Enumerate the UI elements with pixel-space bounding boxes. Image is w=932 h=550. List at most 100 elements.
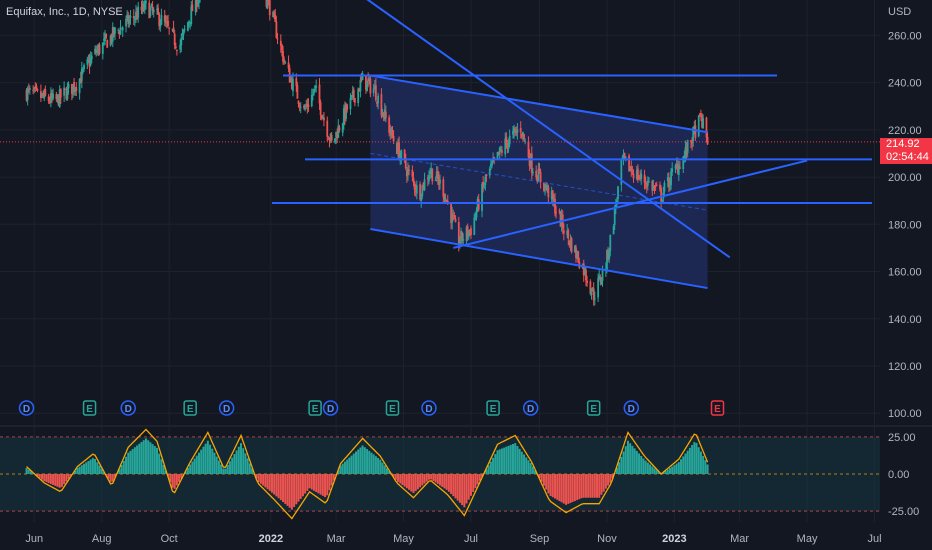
candle-body xyxy=(350,94,353,98)
candle-body xyxy=(429,172,431,175)
earnings-marker[interactable] xyxy=(183,400,197,416)
candle-body xyxy=(631,171,634,173)
candle-body xyxy=(357,88,360,104)
dividend-marker-label: D xyxy=(223,404,230,415)
candle-body xyxy=(648,181,650,183)
candle-body xyxy=(397,143,399,153)
dividend-marker-label: D xyxy=(527,404,534,415)
candle-body xyxy=(284,61,287,63)
dividend-marker[interactable] xyxy=(322,400,339,416)
candle-body xyxy=(89,57,92,66)
candle-body xyxy=(344,106,346,120)
candle-body xyxy=(652,185,655,190)
trendline[interactable] xyxy=(370,152,708,211)
candle-body xyxy=(493,157,496,160)
candle-body xyxy=(289,78,292,82)
earnings-marker-label: E xyxy=(714,404,721,415)
earnings-marker[interactable] xyxy=(586,400,601,416)
candle-body xyxy=(175,50,178,52)
candle-body xyxy=(64,88,67,90)
candle-body xyxy=(321,117,324,120)
candle-body xyxy=(295,78,298,86)
dividend-marker[interactable] xyxy=(218,400,235,416)
candle-body xyxy=(445,199,448,202)
candle-body xyxy=(328,138,331,141)
candle-body xyxy=(452,214,455,217)
earnings-marker[interactable] xyxy=(385,400,400,416)
earnings-marker[interactable] xyxy=(486,400,500,416)
time-tick-label: Oct xyxy=(161,533,178,545)
candle-body xyxy=(516,129,519,133)
candle-body xyxy=(181,33,184,36)
dividend-marker[interactable] xyxy=(522,400,539,416)
candle-body xyxy=(32,90,35,92)
candle-body xyxy=(52,93,54,99)
candle-body xyxy=(179,44,182,50)
candle-body xyxy=(117,29,120,31)
time-axis[interactable]: Jun Aug Oct 2022 Mar May Jul Sep Nov 2023 Mar May Ju… xyxy=(25,533,881,545)
candle-body xyxy=(575,247,577,258)
candle-body xyxy=(94,48,96,54)
candle-body xyxy=(191,4,194,12)
candle-body xyxy=(413,181,416,190)
candle-body xyxy=(408,169,410,171)
candle-body xyxy=(44,89,47,96)
earnings-marker[interactable] xyxy=(308,400,322,416)
candle-body xyxy=(491,162,493,166)
candle-body xyxy=(353,97,356,103)
candle-body xyxy=(279,40,282,46)
candle-body xyxy=(35,86,38,89)
dividend-marker[interactable] xyxy=(421,400,437,416)
trendline[interactable] xyxy=(370,228,708,290)
time-tick-label: 2023 xyxy=(662,533,686,545)
candle-body xyxy=(272,11,274,18)
candle-body xyxy=(621,157,624,159)
candle-body xyxy=(482,181,485,187)
candle-body xyxy=(106,40,109,48)
candle-body xyxy=(338,127,341,131)
price-axis[interactable]: 260.00 240.00 220.00 200.00 180.00 160.00 140.… xyxy=(888,6,922,420)
earnings-marker[interactable] xyxy=(82,400,97,416)
trendline[interactable] xyxy=(370,74,708,134)
dividend-marker[interactable] xyxy=(18,400,35,416)
candle-body xyxy=(140,6,143,11)
candle-body xyxy=(442,179,445,197)
symbol-title: Equifax, Inc., 1D, NYSE xyxy=(6,6,123,18)
candle-body xyxy=(358,88,361,92)
candle-body xyxy=(586,280,588,283)
candle-body xyxy=(403,149,406,160)
candle-body xyxy=(359,79,362,92)
trendline[interactable] xyxy=(453,159,808,249)
candle-body xyxy=(157,7,159,15)
candle-body xyxy=(160,15,163,25)
candle-body xyxy=(266,0,269,9)
candle-body xyxy=(318,84,321,104)
candle-body xyxy=(305,105,308,107)
candle-body xyxy=(543,182,545,191)
earnings-marker-label: E xyxy=(312,404,319,415)
candle-body xyxy=(552,199,555,201)
dividend-marker-label: D xyxy=(125,404,132,415)
candle-body xyxy=(304,108,307,110)
dividend-marker[interactable] xyxy=(120,400,136,416)
candle-body xyxy=(609,234,612,252)
candle-body xyxy=(290,77,293,89)
candle-body xyxy=(167,20,169,27)
candle-body xyxy=(78,78,81,94)
candle-body xyxy=(109,35,112,46)
candle-body xyxy=(640,173,643,179)
candle-body xyxy=(420,196,423,201)
candle-body xyxy=(459,241,461,246)
trendline[interactable] xyxy=(352,0,731,259)
price-tick-label: 120.00 xyxy=(888,361,922,373)
dividend-marker[interactable] xyxy=(623,400,640,416)
candle-body xyxy=(119,27,122,35)
drawings-layer[interactable] xyxy=(0,0,880,290)
candle-body xyxy=(111,27,114,42)
earnings-marker[interactable] xyxy=(710,400,725,416)
candle-body xyxy=(481,183,483,212)
time-tick-label: Sep xyxy=(530,533,550,545)
candle-body xyxy=(690,140,692,142)
